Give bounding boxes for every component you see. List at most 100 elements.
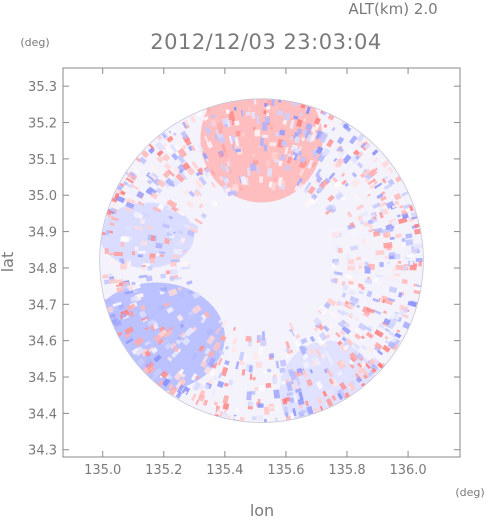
velocity-cell [350,356,356,363]
velocity-cell [274,131,280,137]
velocity-cell [333,271,343,276]
velocity-cell [265,383,272,388]
velocity-cell [357,283,364,289]
velocity-cell [191,393,197,402]
velocity-cell [326,389,335,398]
velocity-cell [349,135,358,145]
velocity-cell [247,106,251,112]
velocity-cell [364,278,373,285]
velocity-cell [211,119,218,128]
velocity-cell [145,360,155,370]
velocity-cell [286,156,292,164]
velocity-cell [202,355,209,363]
velocity-cell [361,344,368,351]
velocity-cell [193,189,201,198]
velocity-cell [353,193,360,200]
velocity-cell [267,100,273,106]
velocity-cell [274,158,280,163]
velocity-cell [361,237,366,245]
velocity-cell [296,119,303,128]
velocity-cell [156,178,166,188]
velocity-cell [347,381,357,392]
velocity-cell [212,375,218,382]
velocity-cell [298,391,304,401]
velocity-cell [415,258,423,262]
velocity-cell [150,346,159,354]
velocity-cell [144,342,152,349]
velocity-cell [330,204,337,211]
velocity-cell [224,359,230,366]
velocity-cell [388,225,394,232]
velocity-cell [320,353,326,359]
velocity-cell [152,206,162,213]
velocity-cell [333,180,342,189]
velocity-cell [144,350,152,358]
velocity-cell [307,185,316,195]
velocity-cell [396,329,401,333]
velocity-cell [384,308,393,316]
velocity-cell [167,232,173,237]
velocity-cell [175,390,183,399]
velocity-cell [211,169,216,176]
velocity-cell [156,253,160,257]
velocity-cell [190,145,197,152]
velocity-cell [224,186,232,194]
velocity-cell [301,345,308,352]
velocity-cell [295,333,301,339]
velocity-cell [278,160,283,167]
velocity-cell [203,311,211,319]
velocity-cell [133,289,138,294]
velocity-cell [344,163,352,172]
velocity-cell [158,325,166,333]
velocity-cell [183,188,190,196]
velocity-cell [368,228,376,233]
velocity-cell [177,286,182,291]
velocity-cell [395,233,402,239]
velocity-cell [331,159,340,168]
velocity-cell [280,380,286,385]
velocity-cell [118,303,125,310]
velocity-cell [103,279,110,285]
velocity-cell [156,149,164,157]
velocity-cell [327,150,333,156]
velocity-cell [401,279,408,285]
velocity-cell [252,376,256,381]
velocity-cell [313,317,323,327]
velocity-cell [211,200,219,208]
y-tick-label: 34.8 [28,262,57,277]
velocity-cell [344,391,350,398]
velocity-cell [259,176,263,183]
velocity-cell [340,172,346,178]
velocity-cell [349,363,355,369]
velocity-cell [157,338,164,345]
velocity-cell [297,398,305,406]
velocity-cell [170,259,180,263]
velocity-cell [153,334,162,343]
velocity-cell [215,365,220,370]
velocity-cell [366,290,373,298]
velocity-cell [271,105,278,114]
velocity-cell [358,290,364,295]
velocity-cell [169,342,177,350]
velocity-cell [343,344,350,351]
velocity-cell [170,127,177,134]
velocity-cell [122,180,129,186]
velocity-cell [191,304,202,315]
velocity-cell [172,254,179,259]
velocity-cell [341,292,347,298]
velocity-cell [162,223,170,229]
velocity-cell [127,260,131,267]
velocity-cell [289,370,298,381]
velocity-cell [280,374,287,381]
velocity-cell [166,160,173,168]
velocity-cell [340,319,347,326]
velocity-cell [239,132,244,138]
velocity-cell [113,319,122,328]
velocity-cell [353,333,362,340]
velocity-cell [131,347,140,355]
velocity-cell [337,370,343,377]
velocity-cell [216,380,225,388]
velocity-cell [310,126,317,133]
velocity-cell [299,112,303,117]
velocity-cell [264,103,268,107]
